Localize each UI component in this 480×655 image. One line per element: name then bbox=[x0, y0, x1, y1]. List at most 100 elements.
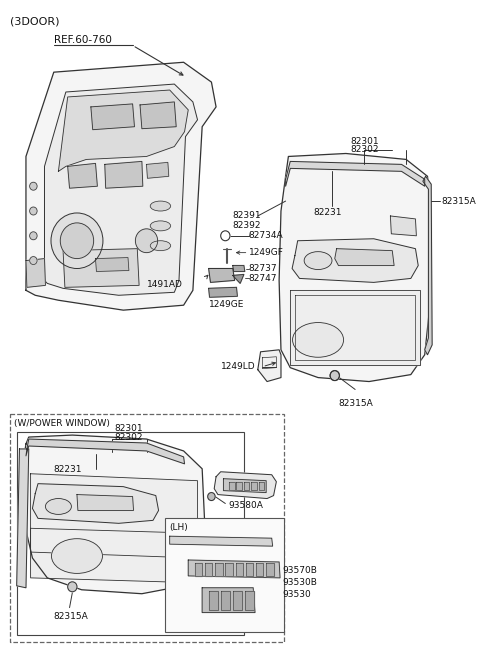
Polygon shape bbox=[209, 269, 235, 282]
Polygon shape bbox=[259, 481, 264, 490]
Polygon shape bbox=[45, 84, 197, 295]
Text: 82734A: 82734A bbox=[249, 231, 283, 240]
Polygon shape bbox=[170, 536, 273, 546]
Polygon shape bbox=[105, 161, 143, 188]
Circle shape bbox=[330, 371, 339, 381]
Polygon shape bbox=[233, 265, 245, 271]
Circle shape bbox=[68, 582, 77, 591]
Text: 1249LD: 1249LD bbox=[221, 362, 255, 371]
Polygon shape bbox=[390, 216, 416, 236]
Polygon shape bbox=[221, 591, 230, 610]
Text: 93580A: 93580A bbox=[228, 500, 263, 510]
Text: 82392: 82392 bbox=[233, 221, 261, 230]
Polygon shape bbox=[31, 529, 197, 583]
Text: 1249GE: 1249GE bbox=[209, 300, 244, 309]
Circle shape bbox=[30, 207, 37, 215]
Text: 82315A: 82315A bbox=[338, 400, 373, 408]
Text: (3DOOR): (3DOOR) bbox=[10, 16, 60, 27]
Circle shape bbox=[208, 493, 215, 500]
Polygon shape bbox=[68, 163, 97, 188]
Polygon shape bbox=[279, 153, 431, 382]
Polygon shape bbox=[292, 239, 418, 282]
Polygon shape bbox=[17, 449, 29, 588]
Polygon shape bbox=[195, 563, 202, 576]
Text: (W/POWER WINDOW): (W/POWER WINDOW) bbox=[14, 419, 110, 428]
Polygon shape bbox=[237, 481, 242, 490]
Ellipse shape bbox=[150, 201, 170, 211]
Polygon shape bbox=[215, 563, 223, 576]
Text: 82315A: 82315A bbox=[54, 612, 88, 620]
Ellipse shape bbox=[150, 241, 170, 251]
Ellipse shape bbox=[46, 498, 72, 514]
Text: 82391: 82391 bbox=[233, 211, 262, 220]
Text: 1491AD: 1491AD bbox=[146, 280, 182, 290]
Polygon shape bbox=[205, 563, 212, 576]
Polygon shape bbox=[59, 90, 188, 172]
Text: 93530: 93530 bbox=[283, 590, 312, 599]
Polygon shape bbox=[224, 479, 266, 493]
Polygon shape bbox=[96, 257, 129, 271]
Text: 82301: 82301 bbox=[350, 137, 379, 145]
Polygon shape bbox=[266, 563, 274, 576]
FancyBboxPatch shape bbox=[10, 414, 284, 643]
Polygon shape bbox=[63, 249, 139, 288]
Polygon shape bbox=[77, 495, 133, 510]
Circle shape bbox=[30, 257, 37, 265]
Polygon shape bbox=[233, 591, 242, 610]
Circle shape bbox=[60, 223, 94, 259]
Text: 82315A: 82315A bbox=[442, 197, 476, 206]
Polygon shape bbox=[256, 563, 264, 576]
Polygon shape bbox=[26, 62, 216, 310]
Circle shape bbox=[30, 182, 37, 190]
Circle shape bbox=[135, 229, 157, 253]
Circle shape bbox=[330, 371, 339, 381]
Circle shape bbox=[51, 213, 103, 269]
Polygon shape bbox=[209, 288, 238, 297]
Polygon shape bbox=[252, 481, 257, 490]
Text: 82302: 82302 bbox=[114, 433, 143, 442]
Text: 93530B: 93530B bbox=[283, 578, 318, 587]
Polygon shape bbox=[209, 591, 218, 610]
Text: 82231: 82231 bbox=[313, 208, 342, 217]
Polygon shape bbox=[246, 563, 253, 576]
Ellipse shape bbox=[293, 322, 344, 357]
FancyBboxPatch shape bbox=[165, 518, 284, 632]
Polygon shape bbox=[225, 563, 233, 576]
FancyBboxPatch shape bbox=[17, 432, 244, 635]
Text: 82737: 82737 bbox=[249, 263, 277, 272]
Polygon shape bbox=[91, 104, 134, 130]
Circle shape bbox=[30, 232, 37, 240]
Polygon shape bbox=[188, 560, 280, 578]
Text: 82747: 82747 bbox=[249, 274, 277, 284]
Polygon shape bbox=[236, 563, 243, 576]
Text: REF.60-760: REF.60-760 bbox=[54, 35, 112, 45]
Polygon shape bbox=[146, 162, 169, 178]
Polygon shape bbox=[286, 161, 425, 186]
Polygon shape bbox=[26, 259, 46, 288]
Ellipse shape bbox=[150, 221, 170, 231]
Polygon shape bbox=[335, 249, 394, 265]
Polygon shape bbox=[229, 481, 235, 490]
Ellipse shape bbox=[304, 252, 332, 269]
Polygon shape bbox=[21, 435, 205, 593]
Text: 82231: 82231 bbox=[54, 465, 82, 474]
Text: 1249GF: 1249GF bbox=[249, 248, 283, 257]
Polygon shape bbox=[258, 350, 281, 382]
Polygon shape bbox=[290, 290, 420, 365]
Polygon shape bbox=[423, 176, 432, 355]
Polygon shape bbox=[202, 588, 255, 612]
Polygon shape bbox=[214, 472, 276, 498]
Polygon shape bbox=[33, 483, 158, 523]
Polygon shape bbox=[233, 274, 244, 284]
Text: 93570B: 93570B bbox=[283, 566, 318, 575]
Circle shape bbox=[221, 231, 230, 241]
Polygon shape bbox=[26, 439, 184, 464]
Text: (LH): (LH) bbox=[170, 523, 189, 533]
Polygon shape bbox=[245, 591, 254, 610]
Polygon shape bbox=[140, 102, 176, 128]
Ellipse shape bbox=[51, 538, 102, 573]
Text: 82301: 82301 bbox=[114, 424, 143, 433]
Polygon shape bbox=[31, 474, 197, 558]
Text: 82302: 82302 bbox=[350, 145, 379, 153]
Polygon shape bbox=[244, 481, 250, 490]
